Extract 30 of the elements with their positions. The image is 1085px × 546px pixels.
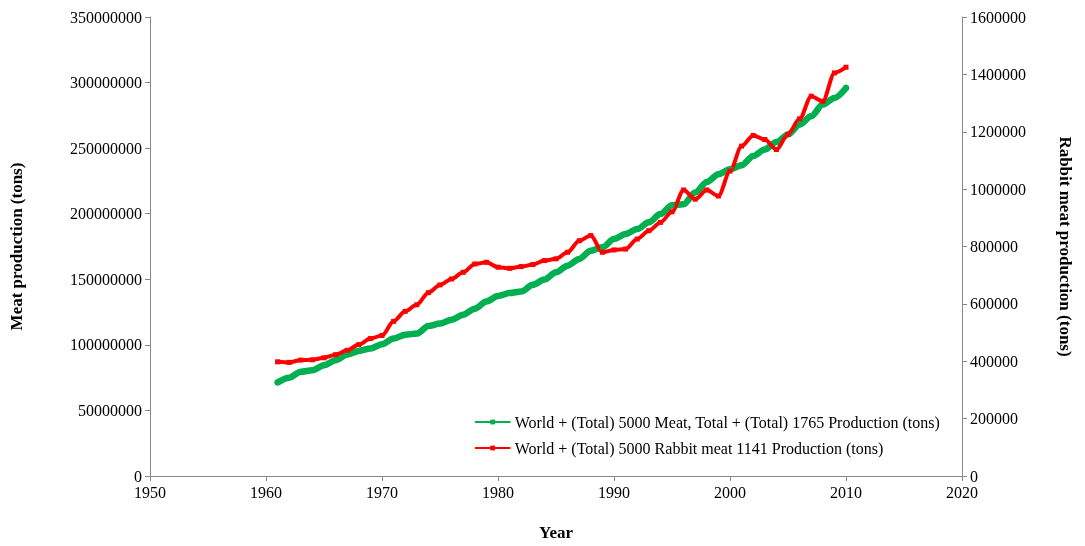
- x-tick-label: 1970: [366, 483, 398, 501]
- y2-tick-label: 1400000: [970, 65, 1026, 83]
- y-tick-label: 250000000: [70, 139, 142, 157]
- y-tick-label: 0: [134, 467, 142, 485]
- y-tick-label: 200000000: [70, 205, 142, 223]
- y2-tick-label: 0: [970, 467, 978, 485]
- y2-tick-label: 400000: [970, 352, 1018, 370]
- y2-tick-label: 200000: [970, 410, 1018, 428]
- x-axis-title: Year: [539, 523, 574, 542]
- y2-tick-label: 600000: [970, 295, 1018, 313]
- x-tick-label: 1990: [598, 483, 630, 501]
- y2-tick-label: 1200000: [970, 123, 1026, 141]
- x-tick-label: 1980: [482, 483, 514, 501]
- y2-axis-title: Rabbit meat production (tons): [1056, 136, 1075, 357]
- y-tick-label: 150000000: [70, 270, 142, 288]
- x-tick-label: 2020: [946, 483, 978, 501]
- y-tick-label: 300000000: [70, 74, 142, 92]
- y-tick-label: 350000000: [70, 8, 142, 26]
- y-tick-label: 50000000: [78, 401, 142, 419]
- legend-label: World + (Total) 5000 Rabbit meat 1141 Production (tons): [514, 439, 884, 458]
- y2-tick-label: 800000: [970, 238, 1018, 255]
- legend-label: World + (Total) 5000 Meat, Total + (Total) 1765 Production (tons): [514, 413, 940, 432]
- x-tick-label: 1950: [134, 483, 166, 501]
- y2-tick-label: 1600000: [970, 8, 1026, 26]
- x-tick-label: 2010: [830, 483, 862, 501]
- y2-tick-label: 1000000: [970, 180, 1026, 198]
- y-tick-label: 100000000: [70, 336, 142, 354]
- x-tick-label: 1960: [250, 483, 282, 501]
- x-tick-label: 2000: [714, 483, 746, 501]
- y-axis-title: Meat production (tons): [7, 162, 26, 331]
